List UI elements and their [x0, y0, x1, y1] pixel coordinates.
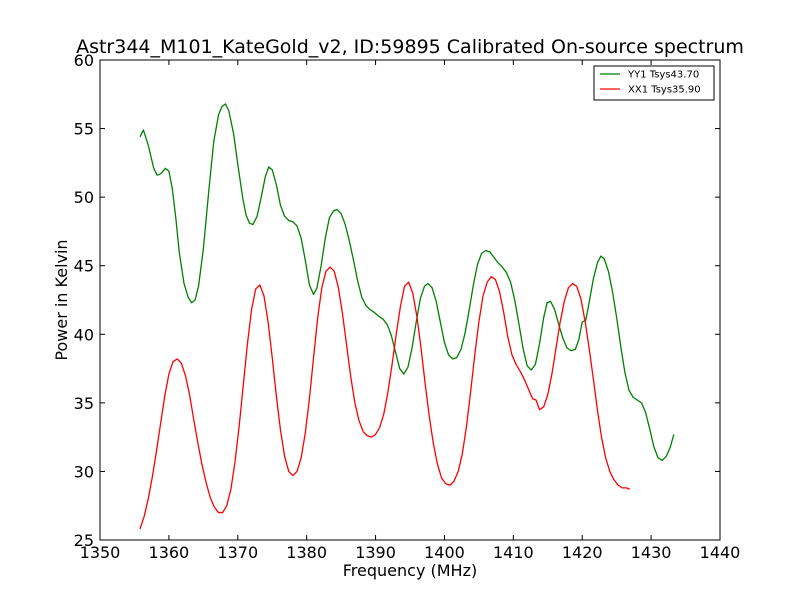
x-tick-label: 1420 [562, 543, 603, 562]
legend-label-yy1: YY1 Tsys43.70 [627, 70, 699, 81]
plot-series-layer [139, 103, 675, 530]
y-axis: 25 30 35 40 45 50 55 60 [74, 51, 720, 550]
y-tick-label: 25 [74, 531, 94, 550]
series-line-xx1 [139, 266, 630, 530]
series-line-yy1 [139, 103, 675, 462]
legend: YY1 Tsys43.70 XX1 Tsys35.90 [593, 65, 715, 101]
legend-box [593, 65, 715, 101]
y-tick-label: 55 [74, 120, 94, 139]
legend-label-xx1: XX1 Tsys35.90 [628, 85, 701, 96]
x-tick-label: 1430 [631, 543, 672, 562]
x-tick-label: 1370 [217, 543, 258, 562]
y-tick-label: 50 [74, 188, 94, 207]
x-axis-label: Frequency (MHz) [343, 561, 477, 580]
x-tick-label: 1380 [286, 543, 327, 562]
y-tick-label: 30 [74, 462, 94, 481]
y-axis-label: Power in Kelvin [52, 239, 71, 360]
x-tick-label: 1390 [355, 543, 396, 562]
plot-frame [99, 59, 721, 541]
y-tick-label: 60 [74, 51, 94, 70]
x-tick-label: 1440 [700, 543, 741, 562]
y-tick-label: 40 [74, 325, 94, 344]
x-tick-label: 1410 [493, 543, 534, 562]
y-tick-label: 35 [74, 394, 94, 413]
x-tick-label: 1400 [424, 543, 465, 562]
chart-title: Astr344_M101_KateGold_v2, ID:59895 Calib… [76, 36, 744, 58]
y-tick-label: 45 [74, 257, 94, 276]
x-tick-label: 1360 [149, 543, 190, 562]
x-tick-label: 1350 [80, 543, 121, 562]
x-axis: 1350 1360 1370 1380 1390 1400 1410 1420 1430 1440 [80, 60, 741, 562]
